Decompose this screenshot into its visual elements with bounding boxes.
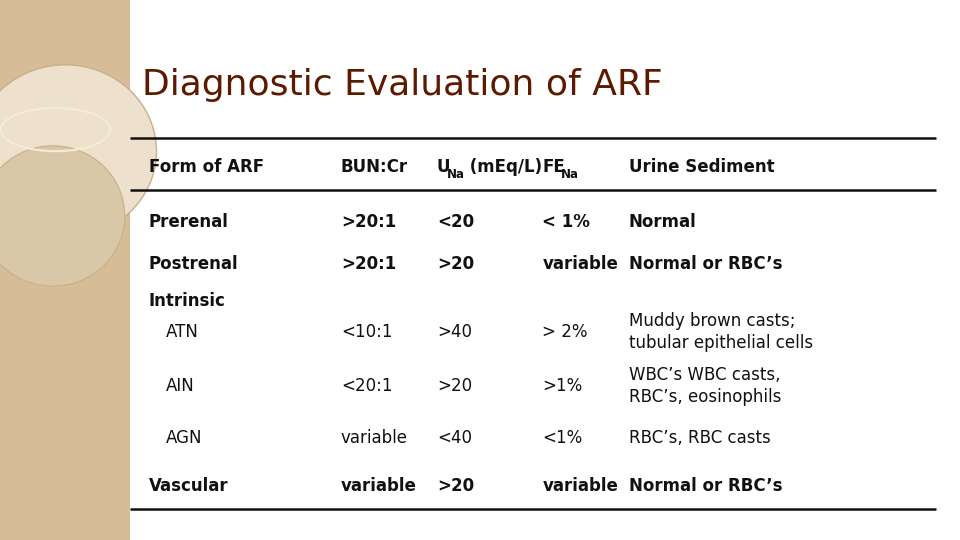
- Text: AIN: AIN: [166, 377, 195, 395]
- Text: variable: variable: [341, 429, 408, 448]
- Text: >40: >40: [437, 323, 471, 341]
- Text: >1%: >1%: [542, 377, 583, 395]
- Text: (mEq/L): (mEq/L): [464, 158, 541, 177]
- Text: ATN: ATN: [166, 323, 199, 341]
- Text: WBC’s WBC casts,: WBC’s WBC casts,: [629, 366, 780, 384]
- Text: <20:1: <20:1: [341, 377, 393, 395]
- Text: variable: variable: [542, 477, 618, 495]
- Text: AGN: AGN: [166, 429, 203, 448]
- Text: Urine Sediment: Urine Sediment: [629, 158, 775, 177]
- Text: < 1%: < 1%: [542, 213, 590, 232]
- Text: >20: >20: [437, 377, 472, 395]
- Text: Prerenal: Prerenal: [149, 213, 228, 232]
- Text: variable: variable: [542, 254, 618, 273]
- Text: >20: >20: [437, 477, 474, 495]
- Text: Form of ARF: Form of ARF: [149, 158, 264, 177]
- Text: <40: <40: [437, 429, 471, 448]
- Text: U: U: [437, 158, 450, 177]
- Text: Normal: Normal: [629, 213, 697, 232]
- Text: >20: >20: [437, 254, 474, 273]
- Text: Normal or RBC’s: Normal or RBC’s: [629, 254, 782, 273]
- Text: >20:1: >20:1: [341, 213, 396, 232]
- Text: Diagnostic Evaluation of ARF: Diagnostic Evaluation of ARF: [142, 68, 662, 102]
- Text: <20: <20: [437, 213, 474, 232]
- Text: RBC’s, eosinophils: RBC’s, eosinophils: [629, 388, 781, 406]
- Text: Vascular: Vascular: [149, 477, 228, 495]
- Text: Normal or RBC’s: Normal or RBC’s: [629, 477, 782, 495]
- Text: Na: Na: [446, 168, 465, 181]
- Text: >20:1: >20:1: [341, 254, 396, 273]
- Text: Postrenal: Postrenal: [149, 254, 238, 273]
- Text: <10:1: <10:1: [341, 323, 393, 341]
- Text: Muddy brown casts;: Muddy brown casts;: [629, 312, 795, 330]
- Text: RBC’s, RBC casts: RBC’s, RBC casts: [629, 429, 771, 448]
- Text: BUN:Cr: BUN:Cr: [341, 158, 408, 177]
- Text: Na: Na: [561, 168, 579, 181]
- Text: tubular epithelial cells: tubular epithelial cells: [629, 334, 813, 352]
- Text: variable: variable: [341, 477, 417, 495]
- Text: FE: FE: [542, 158, 565, 177]
- Text: Intrinsic: Intrinsic: [149, 292, 226, 310]
- Text: > 2%: > 2%: [542, 323, 588, 341]
- Text: <1%: <1%: [542, 429, 583, 448]
